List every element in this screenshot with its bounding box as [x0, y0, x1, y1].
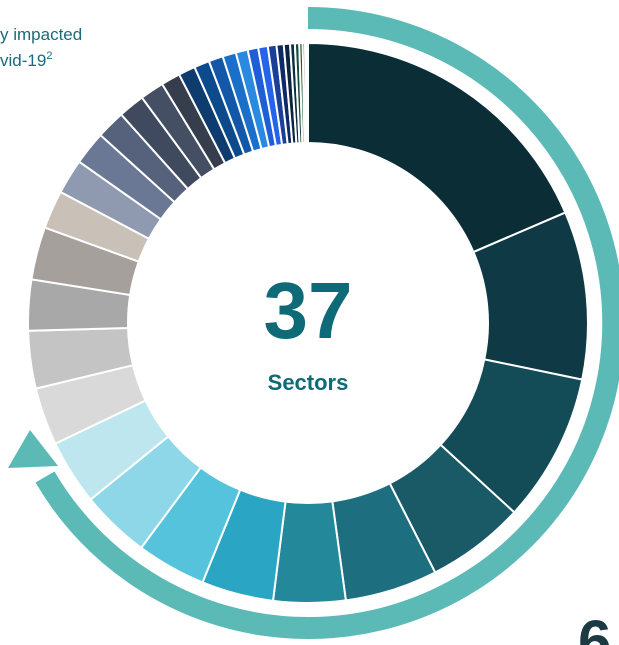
- donut-segment: [307, 41, 567, 254]
- corner-text: 6: [578, 608, 611, 645]
- note-sup: 2: [46, 50, 52, 62]
- donut-segment: [306, 41, 309, 145]
- arrow-arc: [35, 7, 619, 639]
- note-text: vid-19: [0, 51, 46, 70]
- center-value: 37: [264, 266, 353, 355]
- note-line: vid-192: [0, 50, 52, 70]
- center-label: Sectors: [268, 370, 349, 395]
- note-line: y impacted: [0, 25, 82, 44]
- arrow-head: [8, 430, 58, 468]
- donut: [27, 41, 589, 604]
